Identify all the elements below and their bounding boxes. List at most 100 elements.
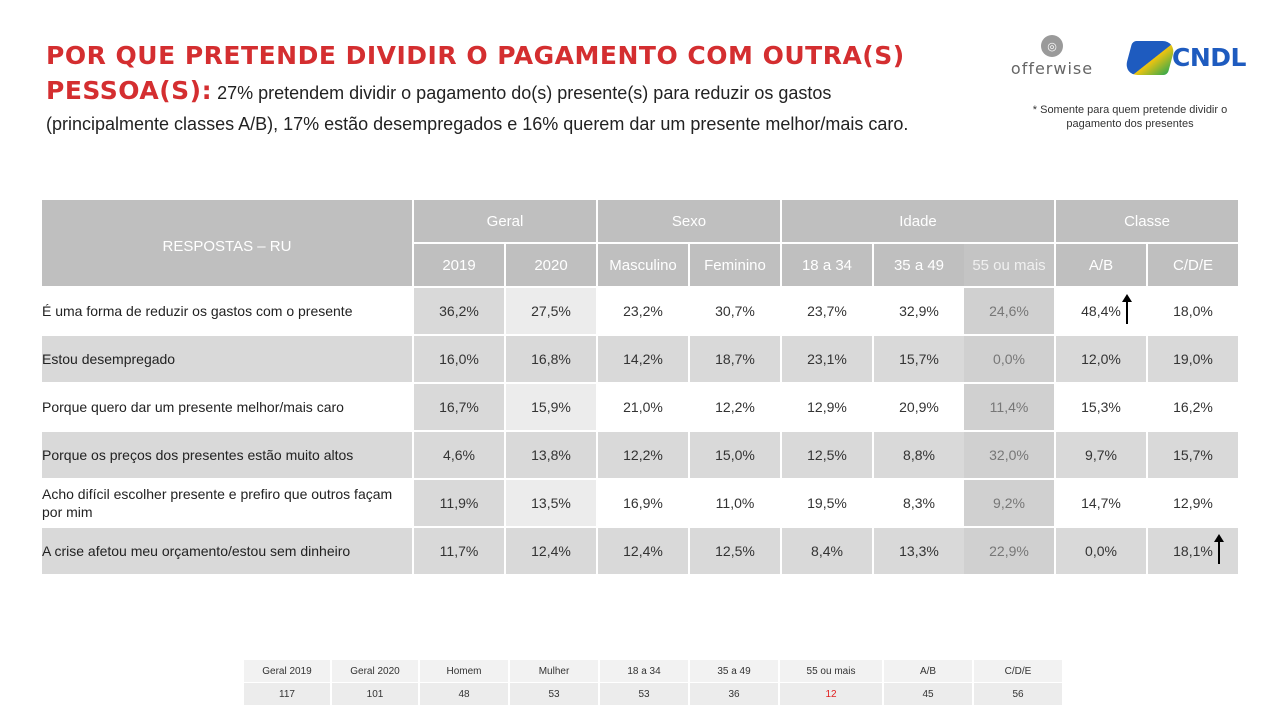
offerwise-logo: ◎ offerwise bbox=[997, 35, 1107, 80]
logos: ◎ offerwise CNDL bbox=[995, 35, 1246, 85]
group-header-1: Sexo bbox=[598, 200, 780, 242]
table-cell: 14,7% bbox=[1081, 495, 1121, 511]
table-cell: 12,4% bbox=[506, 528, 596, 574]
base-label: 55 ou mais bbox=[780, 660, 882, 682]
table-cell: 19,5% bbox=[807, 495, 847, 511]
table-cell: 11,4% bbox=[964, 384, 1054, 430]
base-value: 117 bbox=[244, 683, 330, 705]
table-cell: 13,8% bbox=[506, 432, 596, 478]
base-label: Homem bbox=[420, 660, 508, 682]
table-cell: 15,0% bbox=[690, 432, 780, 478]
table-cell: 15,7% bbox=[874, 336, 964, 382]
column-header: 18 a 34 bbox=[782, 244, 872, 286]
cndl-logo-text: CNDL bbox=[1172, 43, 1246, 72]
group-header-0: Geral bbox=[414, 200, 596, 242]
table-cell: 24,6% bbox=[964, 288, 1054, 334]
base-label: Mulher bbox=[510, 660, 598, 682]
row-label: É uma forma de reduzir os gastos com o p… bbox=[42, 303, 353, 319]
table-cell: 0,0% bbox=[1056, 528, 1146, 574]
table-cell: 18,0% bbox=[1173, 303, 1213, 319]
table-cell: 23,2% bbox=[623, 303, 663, 319]
table-cell: 11,9% bbox=[414, 480, 504, 526]
table-cell: 12,4% bbox=[598, 528, 688, 574]
table-cell: 16,2% bbox=[1173, 399, 1213, 415]
table-cell: 32,0% bbox=[964, 432, 1054, 478]
table-cell: 4,6% bbox=[414, 432, 504, 478]
cndl-logo: CNDL bbox=[1123, 41, 1246, 77]
column-header: Masculino bbox=[598, 244, 688, 286]
title-text: 27% pretendem dividir o pagamento do(s) … bbox=[46, 83, 909, 134]
cndl-flag-icon bbox=[1123, 41, 1177, 75]
base-label: 18 a 34 bbox=[600, 660, 688, 682]
base-value: 53 bbox=[600, 683, 688, 705]
table-cell: 11,7% bbox=[414, 528, 504, 574]
base-value: 45 bbox=[884, 683, 972, 705]
title-bold: POR QUE PRETENDE DIVIDIR O PAGAMENTO COM… bbox=[46, 41, 905, 105]
table-cell: 16,0% bbox=[414, 336, 504, 382]
group-header-2: Idade bbox=[782, 200, 1054, 242]
table-cell: 22,9% bbox=[964, 528, 1054, 574]
table-cell: 8,4% bbox=[782, 528, 872, 574]
column-header: A/B bbox=[1056, 244, 1146, 286]
table-cell: 12,2% bbox=[715, 399, 755, 415]
column-header: 55 ou mais bbox=[964, 244, 1054, 286]
offerwise-globe-icon: ◎ bbox=[1041, 35, 1063, 57]
column-header: 2020 bbox=[506, 244, 596, 286]
base-value: 12 bbox=[780, 683, 882, 705]
table-cell: 0,0% bbox=[964, 336, 1054, 382]
table-cell: 12,9% bbox=[807, 399, 847, 415]
table-cell: 16,8% bbox=[506, 336, 596, 382]
column-header: C/D/E bbox=[1148, 244, 1238, 286]
corner-header: RESPOSTAS – RU bbox=[42, 200, 412, 286]
column-header: Feminino bbox=[690, 244, 780, 286]
base-label: A/B bbox=[884, 660, 972, 682]
table-cell: 20,9% bbox=[899, 399, 939, 415]
table-cell: 30,7% bbox=[715, 303, 755, 319]
base-label: 35 a 49 bbox=[690, 660, 778, 682]
table-cell: 32,9% bbox=[899, 303, 939, 319]
base-label: Geral 2020 bbox=[332, 660, 418, 682]
table-cell: 13,5% bbox=[506, 480, 596, 526]
arrow-up-icon bbox=[1214, 534, 1224, 564]
column-header: 35 a 49 bbox=[874, 244, 964, 286]
base-value: 56 bbox=[974, 683, 1062, 705]
table-cell: 12,0% bbox=[1056, 336, 1146, 382]
table-cell: 9,7% bbox=[1056, 432, 1146, 478]
table-cell: 36,2% bbox=[414, 288, 504, 334]
base-value: 101 bbox=[332, 683, 418, 705]
base-value: 53 bbox=[510, 683, 598, 705]
offerwise-logo-text: offerwise bbox=[1010, 59, 1094, 78]
table-cell: 18,7% bbox=[690, 336, 780, 382]
base-label: Geral 2019 bbox=[244, 660, 330, 682]
table-cell: 12,9% bbox=[1173, 495, 1213, 511]
table-cell: 12,2% bbox=[598, 432, 688, 478]
table-cell: 21,0% bbox=[623, 399, 663, 415]
row-label: Porque os preços dos presentes estão mui… bbox=[42, 432, 412, 478]
base-value: 36 bbox=[690, 683, 778, 705]
footnote: * Somente para quem pretende dividir o p… bbox=[1032, 104, 1228, 130]
group-header-3: Classe bbox=[1056, 200, 1238, 242]
table-cell: 15,3% bbox=[1081, 399, 1121, 415]
table-cell: 16,9% bbox=[623, 495, 663, 511]
column-header: 2019 bbox=[414, 244, 504, 286]
table-cell: 11,0% bbox=[715, 495, 755, 511]
table-cell: 15,9% bbox=[506, 384, 596, 430]
table-cell: 12,5% bbox=[690, 528, 780, 574]
table-cell: 8,3% bbox=[903, 495, 935, 511]
table-cell: 16,7% bbox=[414, 384, 504, 430]
table-cell: 18,1% bbox=[1148, 528, 1238, 574]
row-label: Estou desempregado bbox=[42, 336, 412, 382]
table-cell: 14,2% bbox=[598, 336, 688, 382]
base-value: 48 bbox=[420, 683, 508, 705]
row-label: Acho difícil escolher presente e prefiro… bbox=[42, 486, 393, 520]
table-cell: 12,5% bbox=[782, 432, 872, 478]
table-cell: 48,4% bbox=[1081, 303, 1121, 319]
arrow-up-icon bbox=[1122, 294, 1132, 324]
table-cell: 19,0% bbox=[1148, 336, 1238, 382]
row-label: A crise afetou meu orçamento/estou sem d… bbox=[42, 528, 412, 574]
slide-title: POR QUE PRETENDE DIVIDIR O PAGAMENTO COM… bbox=[46, 40, 946, 141]
row-label: Porque quero dar um presente melhor/mais… bbox=[42, 399, 344, 415]
base-label: C/D/E bbox=[974, 660, 1062, 682]
table-cell: 27,5% bbox=[506, 288, 596, 334]
table-cell: 23,7% bbox=[807, 303, 847, 319]
